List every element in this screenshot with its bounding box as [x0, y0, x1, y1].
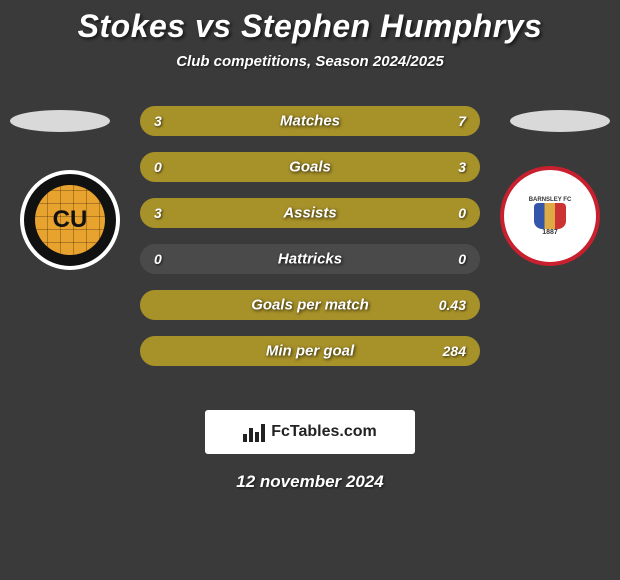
player2-name: Stephen Humphrys: [241, 8, 542, 44]
stat-value-right: 0: [458, 205, 466, 221]
stat-label: Min per goal: [266, 343, 354, 360]
player1-name: Stokes: [78, 8, 186, 44]
stat-row: 0 0 Hattricks: [140, 244, 480, 274]
stat-value-left: 0: [154, 159, 162, 175]
stat-label: Assists: [283, 205, 336, 222]
stat-value-right: 284: [443, 343, 466, 359]
comparison-stage: CU BARNSLEY FC 1887 3 7 Matches 0 3 Goals 3 0 As…: [0, 98, 620, 398]
shadow-right: [510, 110, 610, 132]
crest-left-abbrev: CU: [53, 206, 88, 234]
stat-label: Matches: [280, 113, 340, 130]
club-crest-left: CU: [20, 170, 120, 270]
stat-value-left: 0: [154, 251, 162, 267]
stat-value-right: 0: [458, 251, 466, 267]
stat-value-left: 3: [154, 113, 162, 129]
stat-row: 284 Min per goal: [140, 336, 480, 366]
shield-icon: [534, 203, 566, 229]
stat-label: Hattricks: [278, 251, 342, 268]
subtitle: Club competitions, Season 2024/2025: [0, 53, 620, 70]
comparison-title: Stokes vs Stephen Humphrys: [0, 0, 620, 45]
stat-value-right: 3: [458, 159, 466, 175]
chart-icon: [243, 422, 265, 442]
club-crest-right: BARNSLEY FC 1887: [500, 166, 600, 266]
shadow-left: [10, 110, 110, 132]
date-text: 12 november 2024: [0, 472, 620, 492]
stat-row: 3 0 Assists: [140, 198, 480, 228]
stat-value-right: 0.43: [439, 297, 466, 313]
branding-badge: FcTables.com: [205, 410, 415, 454]
crest-right-year: 1887: [542, 229, 558, 236]
branding-text: FcTables.com: [271, 423, 377, 441]
stat-label: Goals: [289, 159, 331, 176]
stat-row: 3 7 Matches: [140, 106, 480, 136]
stats-bars: 3 7 Matches 0 3 Goals 3 0 Assists 0 0 Hattricks 0.43…: [140, 106, 480, 382]
bar-fill-right: [242, 106, 480, 136]
stat-value-left: 3: [154, 205, 162, 221]
stat-row: 0 3 Goals: [140, 152, 480, 182]
stat-value-right: 7: [458, 113, 466, 129]
stat-label: Goals per match: [251, 297, 369, 314]
vs-text: vs: [195, 8, 232, 44]
stat-row: 0.43 Goals per match: [140, 290, 480, 320]
crest-right-top: BARNSLEY FC: [529, 197, 572, 203]
